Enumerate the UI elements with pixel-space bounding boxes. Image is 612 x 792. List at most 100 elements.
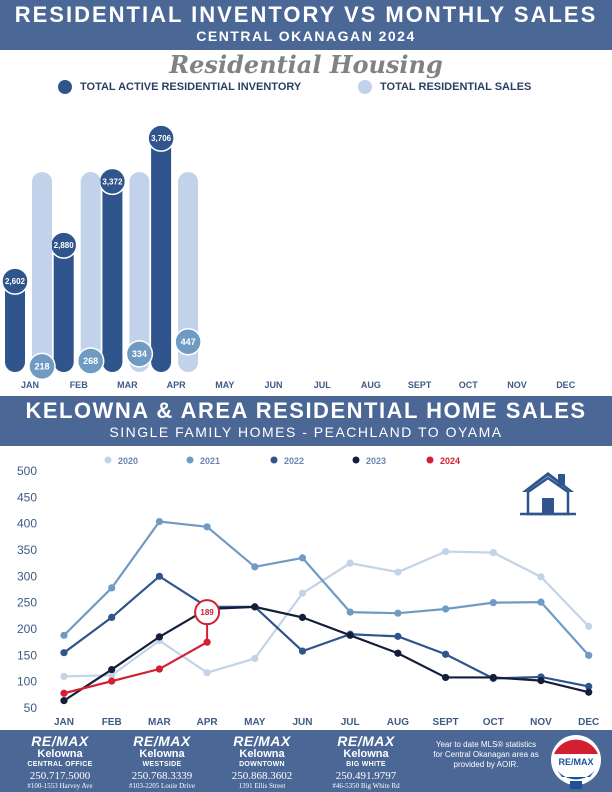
x-tick-label: JUN	[292, 717, 312, 728]
data-point-2021	[251, 563, 259, 571]
y-tick-label: 50	[24, 701, 38, 715]
sales-bar	[129, 172, 150, 372]
data-point-2020	[442, 547, 450, 556]
legend-dot-2024	[426, 456, 434, 464]
data-point-2023	[489, 673, 497, 682]
y-tick-label: 400	[17, 517, 37, 531]
page-title: RESIDENTIAL INVENTORY VS MONTHLY SALES	[14, 2, 598, 27]
legend-dot-2023	[352, 456, 360, 464]
data-point-2020	[489, 549, 497, 557]
data-point-2022	[298, 647, 307, 655]
sales-badge	[76, 347, 105, 375]
house-chimney	[558, 474, 565, 486]
bar-x-tick-label: OCT	[459, 380, 479, 390]
data-point-2021	[298, 554, 307, 562]
data-point-2022	[394, 632, 402, 640]
legend-label-2020: 2020	[118, 456, 138, 466]
section-subtitle: SINGLE FAMILY HOMES - PEACHLAND TO OYAMA	[109, 424, 503, 440]
y-tick-label: 150	[17, 648, 37, 662]
inventory-sales-bar-chart: JAN FEB MAR APR MAY JUN JUL AUG SEPT OCT NOV DEC 2,6…	[1, 124, 576, 390]
x-tick-label: AUG	[387, 717, 409, 728]
data-point-2022	[442, 650, 450, 658]
data-point-2022	[60, 649, 68, 657]
office-brand: RE/MAX	[133, 733, 191, 749]
office-city: Kelowna	[37, 748, 83, 760]
data-point-2021	[537, 598, 545, 606]
legend-label-sales: TOTAL RESIDENTIAL SALES	[380, 81, 532, 93]
data-point-2021	[489, 599, 497, 607]
office-branch: WESTSIDE	[142, 761, 182, 768]
data-point-2020	[251, 654, 259, 663]
data-point-2020	[394, 568, 402, 576]
data-point-2022	[108, 613, 116, 622]
data-point-2021	[203, 523, 211, 531]
inventory-data-label: 2,880	[54, 241, 75, 250]
page-subtitle: CENTRAL OKANAGAN 2024	[196, 28, 416, 44]
y-tick-label: 200	[17, 622, 37, 636]
data-point-2023	[108, 665, 116, 674]
series-line-2022	[63, 574, 589, 688]
office-central: RE/MAX Kelowna CENTRAL OFFICE 250.717.50…	[10, 734, 110, 790]
office-city: Kelowna	[343, 748, 389, 760]
sales-data-label: 447	[181, 337, 196, 347]
x-tick-label: MAR	[148, 717, 172, 728]
y-tick-label: 450	[17, 490, 37, 504]
legend-swatch-inventory	[58, 80, 72, 94]
data-point-2020	[60, 672, 68, 680]
sales-data-label: 268	[83, 356, 98, 366]
office-phone: 250.768.3339	[131, 770, 193, 782]
office-address: #103-2205 Louie Drive	[128, 782, 196, 790]
series-line-2021	[63, 520, 590, 657]
bar-x-tick-label: AUG	[361, 380, 381, 390]
data-point-2022	[585, 682, 593, 691]
bar-x-tick-label: JUN	[264, 380, 282, 390]
inventory-badge	[147, 124, 175, 152]
x-tick-label: FEB	[102, 717, 122, 728]
data-point-2021	[346, 608, 354, 616]
office-westside: RE/MAX Kelowna WESTSIDE 250.768.3339 #10…	[112, 734, 212, 790]
house-body	[526, 476, 570, 516]
office-phone: 250.868.3602	[231, 770, 293, 782]
office-city: Kelowna	[239, 748, 285, 760]
office-address: #46-5350 Big White Rd	[332, 782, 400, 790]
data-point-2021	[585, 651, 593, 659]
inventory-bar	[151, 138, 172, 372]
legend-item-sales: TOTAL RESIDENTIAL SALES	[358, 80, 531, 94]
legend-label-2024: 2024	[440, 456, 460, 466]
bar-x-tick-label: MAY	[215, 380, 234, 390]
inventory-bar	[102, 181, 123, 372]
y-tick-label: 250	[17, 596, 37, 610]
y-tick-label: 500	[17, 464, 37, 478]
top-banner: RESIDENTIAL INVENTORY VS MONTHLY SALES C…	[0, 0, 612, 50]
data-point-2020	[346, 559, 354, 567]
office-address: #100-1553 Harvey Ave	[27, 782, 93, 790]
office-city: Kelowna	[139, 748, 185, 760]
section-banner: KELOWNA & AREA RESIDENTIAL HOME SALES SI…	[0, 396, 612, 446]
data-point-2024	[108, 677, 116, 685]
series-line-2023	[63, 605, 589, 702]
legend-label-2022: 2022	[284, 456, 304, 466]
legend-dot-2022	[270, 456, 278, 464]
data-point-2020	[537, 573, 545, 581]
sales-bar	[178, 172, 199, 372]
data-point-2024	[155, 665, 163, 673]
inventory-data-label: 2,602	[5, 277, 26, 286]
data-point-2023	[60, 697, 68, 705]
bar-x-tick-label: JUL	[314, 380, 332, 390]
sales-bar	[32, 172, 52, 372]
x-tick-label: SEPT	[433, 717, 459, 728]
sales-data-label: 334	[132, 349, 147, 359]
inventory-data-label: 3,372	[102, 177, 123, 186]
house-door	[542, 498, 554, 514]
x-tick-label: JAN	[54, 717, 74, 728]
bar-x-tick-label: FEB	[70, 380, 89, 390]
office-branch: CENTRAL OFFICE	[27, 761, 93, 768]
data-point-2021	[442, 605, 450, 613]
x-tick-label: JUL	[341, 717, 360, 728]
sales-badge	[125, 340, 154, 368]
hot-air-balloon-icon: RE/MAX	[551, 735, 601, 789]
inventory-badge	[1, 267, 29, 295]
data-point-2023	[346, 631, 354, 639]
office-branch: BIG WHITE	[346, 761, 386, 768]
series-line-2020	[63, 550, 590, 678]
